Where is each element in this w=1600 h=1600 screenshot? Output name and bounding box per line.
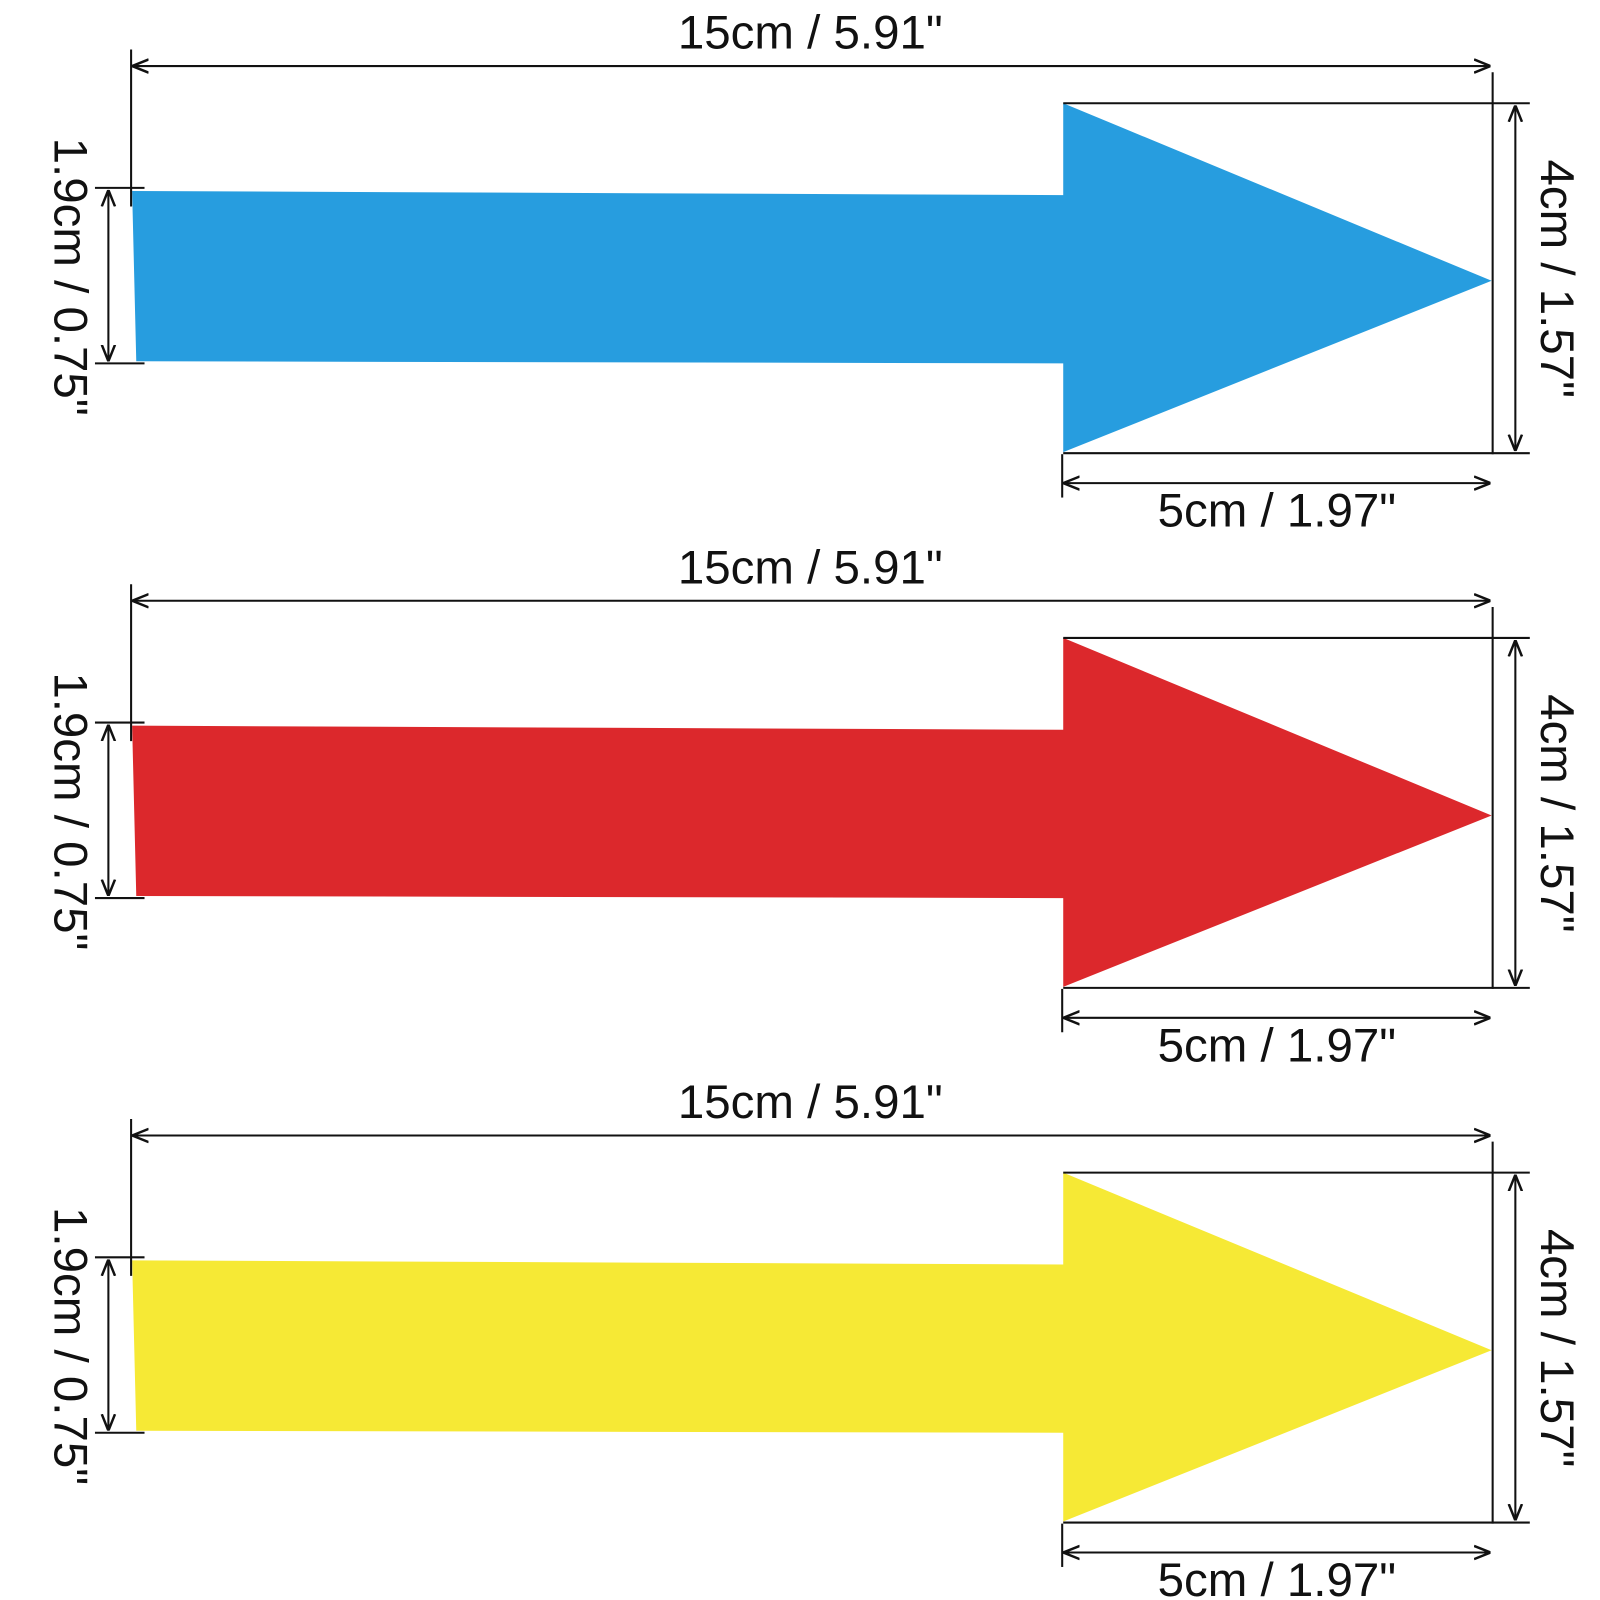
head-length-label: 5cm / 1.97"	[1158, 1019, 1396, 1072]
head-height-label: 4cm / 1.57"	[1530, 1229, 1583, 1467]
arrow	[132, 103, 1492, 453]
shaft-width-label: 1.9cm / 0.75"	[44, 1207, 97, 1485]
head-height-label: 4cm / 1.57"	[1530, 694, 1583, 932]
shaft-width-label: 1.9cm / 0.75"	[44, 138, 97, 416]
arrow	[132, 1172, 1492, 1522]
length-label: 15cm / 5.91"	[678, 7, 943, 60]
arrow	[132, 637, 1492, 987]
shaft-width-label: 1.9cm / 0.75"	[44, 672, 97, 950]
length-label: 15cm / 5.91"	[678, 1076, 943, 1129]
head-length-label: 5cm / 1.97"	[1158, 485, 1396, 538]
head-height-label: 4cm / 1.57"	[1530, 159, 1583, 397]
head-length-label: 5cm / 1.97"	[1158, 1554, 1396, 1600]
length-label: 15cm / 5.91"	[678, 541, 943, 594]
